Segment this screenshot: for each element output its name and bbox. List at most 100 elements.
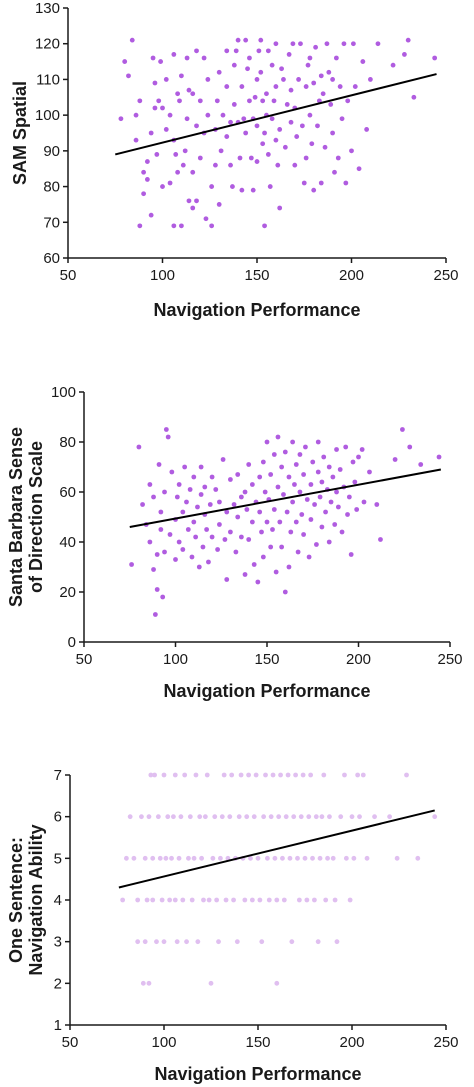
data-point [402,52,407,57]
x-tick-label: 200 [346,651,371,668]
data-point [265,48,271,54]
data-point [174,939,180,945]
data-point [330,77,335,82]
data-point [157,855,163,861]
regression-line [118,809,435,889]
data-point [171,223,177,229]
data-point [255,855,261,861]
data-point [330,130,335,136]
data-point [231,502,237,507]
y-tick-label: 60 [59,484,76,501]
data-point [218,855,223,861]
data-point [191,855,197,861]
data-point [292,482,297,487]
data-point [154,939,159,945]
data-point [155,814,161,820]
data-point [262,223,267,229]
data-point [273,84,279,89]
data-point [297,489,303,495]
data-point [202,484,208,490]
data-point [310,855,315,861]
x-tick-label: 250 [433,1034,458,1051]
data-point [167,112,173,118]
data-point [173,152,179,157]
data-point [199,855,205,861]
data-point [315,123,320,129]
data-point [405,37,411,43]
data-point [238,494,244,500]
data-point [277,127,283,132]
data-point [174,494,180,500]
data-point [220,457,226,462]
data-point [265,855,270,861]
data-point [176,482,182,487]
data-point [206,897,212,903]
data-point [182,148,188,154]
data-point [118,116,124,122]
data-point [339,116,345,122]
data-point [404,772,409,778]
x-tick-label: 150 [254,651,279,668]
data-point [303,155,309,161]
data-point [334,939,340,945]
y-tick-label: 40 [59,534,76,551]
panel-sbsod: 50 100 150 200 250 0 20 40 60 80 100 Navigation Per… [6,384,463,701]
x-axis-title: Navigation Performance [154,1064,361,1084]
data-point [319,479,325,485]
data-point [175,169,181,175]
data-point [268,544,274,550]
x-tick-label: 250 [437,651,462,668]
data-point [259,939,265,945]
data-point [150,55,156,61]
data-point [326,539,332,545]
data-point [264,439,270,445]
data-point [133,112,139,118]
data-point [247,55,252,61]
data-point [269,62,275,68]
data-point [288,87,294,93]
data-point [318,73,324,79]
data-point [271,98,277,104]
data-point [267,184,273,189]
data-point [148,130,154,136]
data-point [311,187,317,193]
data-point [351,855,357,861]
data-point [260,554,266,560]
data-point [311,80,317,86]
data-point [432,814,438,820]
data-point [147,539,153,545]
data-point [135,897,141,903]
data-point [228,162,233,168]
data-point [248,155,254,161]
data-point [209,534,215,540]
data-point [249,897,255,903]
data-point [222,537,228,542]
data-point [204,527,210,532]
data-point [278,772,283,778]
data-point [176,539,182,545]
data-point [407,444,413,450]
data-point [354,507,360,512]
data-point [179,223,184,229]
data-point [215,547,220,552]
data-point [394,855,400,861]
data-point [308,482,314,487]
data-point [158,59,164,64]
data-point [185,527,191,532]
data-point [189,554,195,560]
data-point [235,514,241,520]
data-point [151,567,156,572]
y-axis-title: of Direction Scale [26,441,46,593]
data-point [224,134,230,139]
data-point [187,487,193,492]
y-tick-label: 120 [35,36,60,53]
data-point [127,814,133,820]
data-point [139,814,144,820]
x-tick-label: 200 [339,267,364,284]
data-point [306,554,312,560]
data-point [173,557,178,562]
data-point [364,127,370,132]
data-point [332,522,338,527]
data-point [372,814,377,820]
data-point [269,116,275,122]
